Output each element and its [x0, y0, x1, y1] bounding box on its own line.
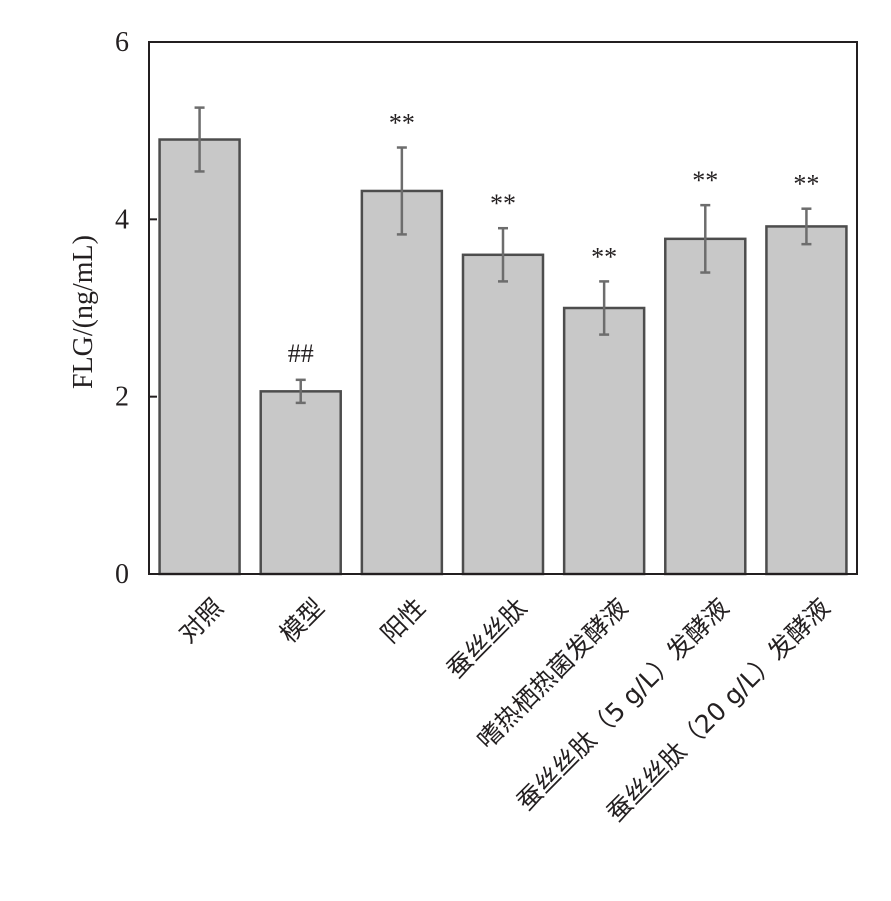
- bar: [158, 138, 241, 576]
- category-label: 阳性: [375, 593, 431, 649]
- significance-label: ##: [288, 339, 314, 368]
- bar: [664, 237, 747, 576]
- category-label: 对照: [173, 593, 229, 649]
- y-tick-label: 0: [115, 559, 129, 590]
- significance-label: **: [389, 109, 415, 138]
- y-tick-label: 6: [115, 27, 129, 58]
- significance-label: **: [793, 170, 819, 199]
- bar: [765, 225, 848, 576]
- significance-label: **: [692, 166, 718, 195]
- y-axis-label: FLG/(ng/mL): [68, 235, 99, 389]
- category-label: 蚕丝丝肽（5 g/L）发酵液: [511, 593, 735, 817]
- bar: [259, 390, 342, 576]
- bar: [360, 189, 444, 576]
- significance-label: **: [490, 189, 516, 218]
- y-tick-label: 2: [115, 382, 129, 413]
- bar: [562, 306, 646, 576]
- y-tick-label: 4: [115, 204, 129, 235]
- plot-frame: [148, 41, 858, 575]
- category-label: 蚕丝丝肽: [441, 593, 532, 684]
- significance-label: **: [591, 242, 617, 271]
- error-bars-layer: [194, 106, 812, 405]
- y-axis-ticks: 0 2 4 6: [115, 27, 157, 590]
- bar: [461, 253, 545, 576]
- category-label: 模型: [274, 593, 330, 649]
- significance-labels: ## ** ** ** ** **: [288, 109, 820, 368]
